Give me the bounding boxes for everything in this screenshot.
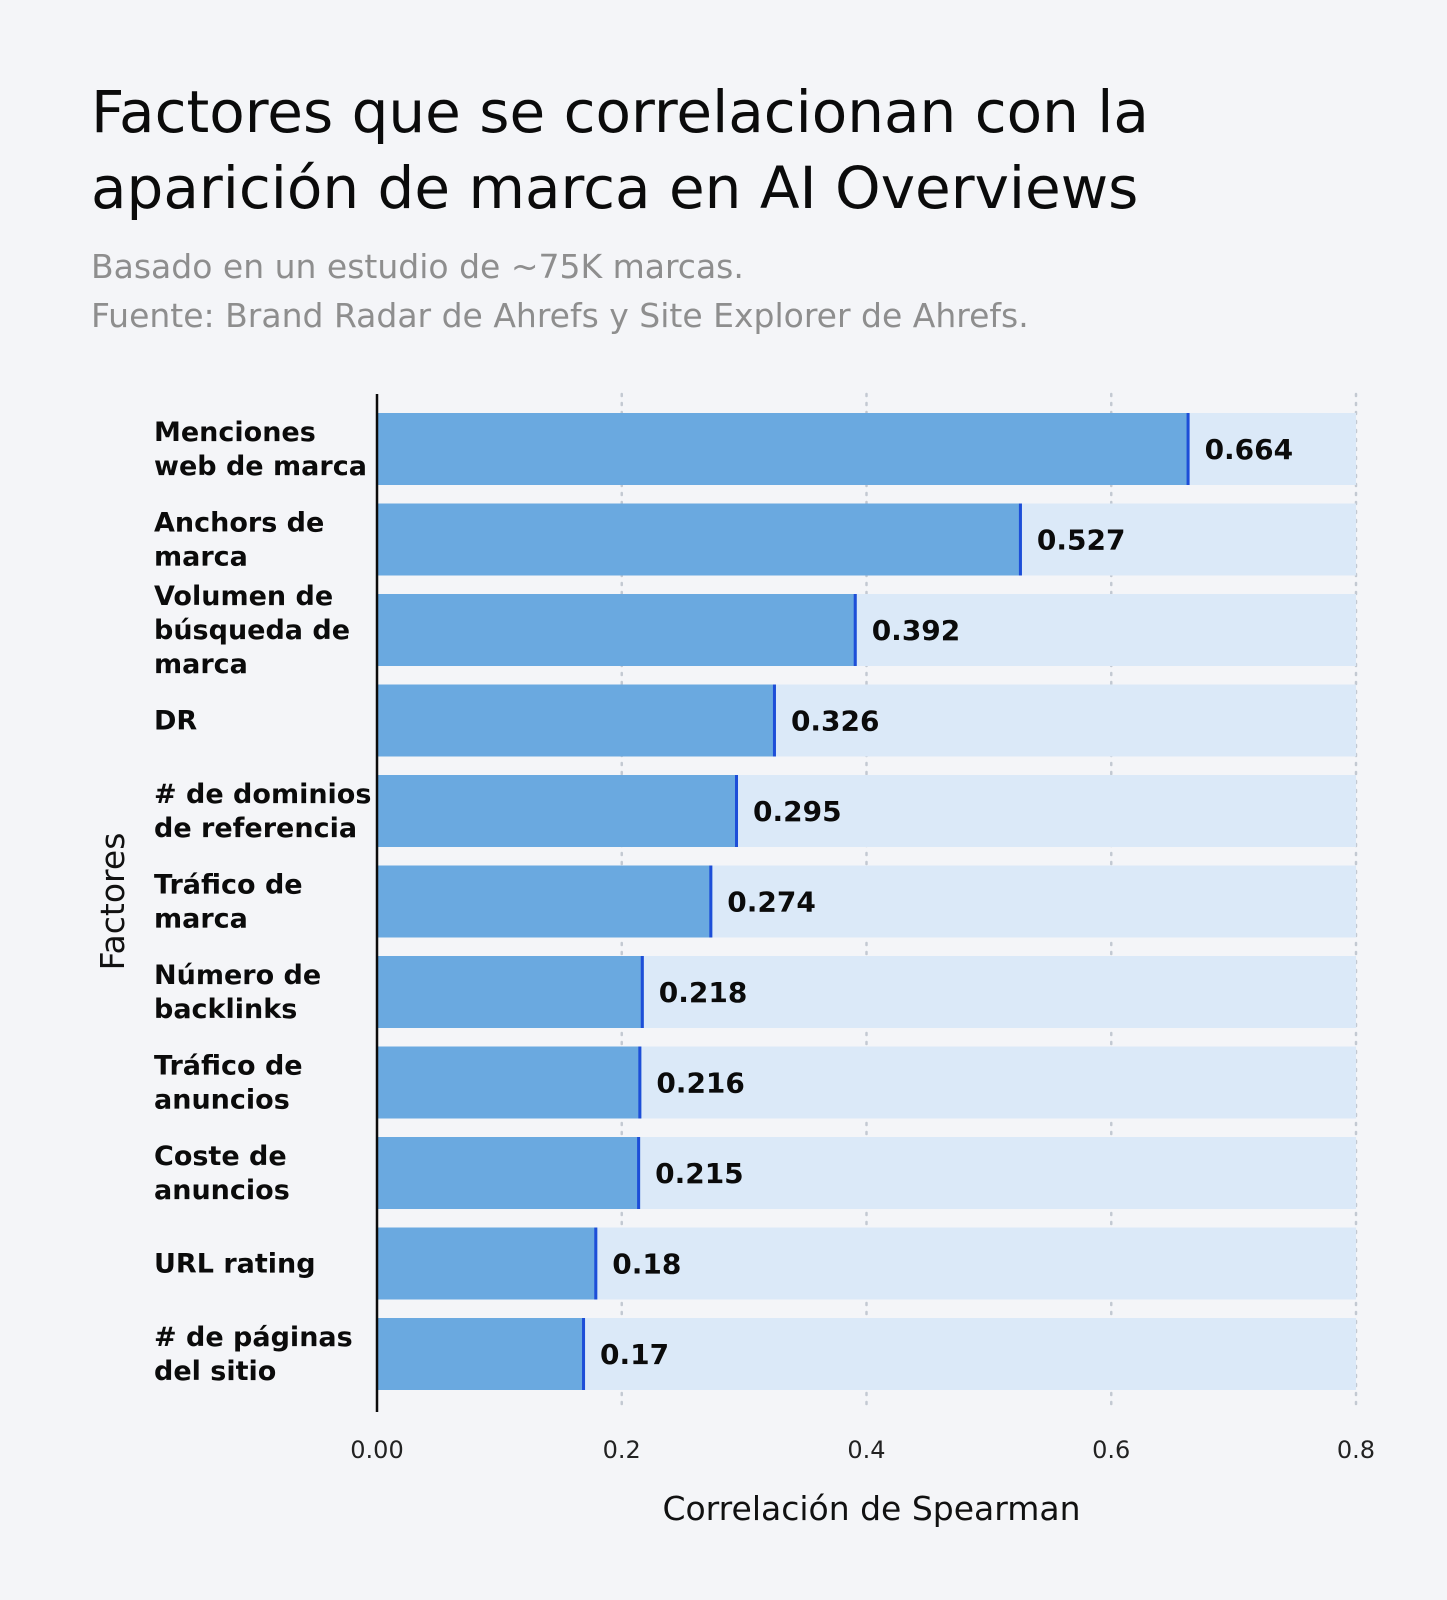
bar-end-marker (735, 775, 739, 847)
category-label-line: marca (154, 904, 248, 935)
x-axis-title: Correlación de Spearman (662, 1489, 1080, 1528)
bars: 0.664 0.527 0.392 0.326 0.295 0.274 0.218 0.216… (377, 413, 1356, 1390)
bar (377, 956, 644, 1028)
chart-title-line-2: aparición de marca en AI Overviews (91, 154, 1139, 222)
chart-subtitle-line-1: Basado en un estudio de ~75K marcas. (91, 247, 744, 286)
bar-end-marker (637, 1137, 641, 1209)
bar (377, 775, 739, 847)
category-label: # de páginas del sitio (154, 1322, 353, 1387)
bar (377, 865, 713, 938)
data-label: 0.664 (1205, 433, 1294, 466)
data-label: 0.392 (872, 614, 961, 647)
bar (377, 503, 1022, 576)
category-label: Tráfico de anuncios (154, 1051, 303, 1116)
category-label: URL rating (154, 1249, 316, 1280)
data-label: 0.18 (612, 1248, 681, 1281)
bar-end-marker (709, 865, 713, 938)
category-label-line: Volumen de (154, 581, 333, 612)
bar (377, 1318, 586, 1390)
category-label-line: # de páginas (154, 1322, 353, 1353)
bar (377, 1227, 598, 1300)
category-label-line: Menciones (154, 417, 316, 448)
data-label: 0.218 (659, 976, 748, 1009)
x-tick-label: 0.2 (603, 1436, 641, 1464)
data-label: 0.274 (727, 886, 816, 919)
data-label: 0.527 (1037, 524, 1126, 557)
category-label-line: marca (154, 649, 248, 680)
category-label-line: anuncios (154, 1085, 290, 1116)
x-tick-label: 0.4 (847, 1436, 885, 1464)
category-label-line: Anchors de (154, 508, 324, 539)
category-label-line: DR (154, 706, 197, 737)
category-label: Volumen de búsqueda de marca (154, 581, 350, 680)
bar-end-marker (1018, 503, 1022, 576)
category-label: Coste de anuncios (154, 1141, 290, 1206)
category-label-line: Tráfico de (154, 870, 303, 901)
category-label-line: # de dominios (154, 779, 371, 810)
category-label-line: web de marca (154, 451, 367, 482)
data-label: 0.216 (656, 1067, 745, 1100)
category-label-line: Número de (154, 960, 321, 991)
category-label: Anchors de marca (154, 508, 324, 573)
x-tick-label: 0.6 (1092, 1436, 1130, 1464)
category-label-line: marca (154, 542, 248, 573)
bar (377, 1137, 641, 1209)
x-axis-ticks: 0.00 0.2 0.4 0.6 0.8 (350, 1436, 1375, 1464)
category-label-line: Tráfico de (154, 1051, 303, 1082)
x-tick-label: 0.00 (350, 1436, 403, 1464)
chart-subtitle-line-2: Fuente: Brand Radar de Ahrefs y Site Exp… (91, 296, 1029, 335)
bar-end-marker (582, 1318, 586, 1390)
bar-end-marker (594, 1227, 598, 1300)
category-label-line: del sitio (154, 1356, 276, 1387)
category-label: Tráfico de marca (154, 870, 303, 935)
bar-end-marker (638, 1046, 642, 1119)
category-label: Número de backlinks (154, 960, 321, 1025)
bar (377, 684, 776, 757)
category-label-line: anuncios (154, 1175, 290, 1206)
x-tick-label: 0.8 (1337, 1436, 1375, 1464)
bar (377, 413, 1190, 485)
data-label: 0.17 (600, 1338, 669, 1371)
data-label: 0.326 (791, 705, 880, 738)
bar (377, 1046, 642, 1119)
category-label: # de dominios de referencia (154, 779, 371, 844)
category-label-line: URL rating (154, 1249, 316, 1280)
bar-end-marker (640, 956, 644, 1028)
data-label: 0.295 (753, 795, 842, 828)
category-label: DR (154, 706, 197, 737)
bar-end-marker (772, 684, 776, 757)
category-label-line: Coste de (154, 1141, 287, 1172)
y-axis-title: Factores (93, 833, 132, 971)
category-label-line: backlinks (154, 994, 297, 1025)
chart-title: Factores que se correlacionan con la apa… (91, 74, 1391, 226)
category-label-line: búsqueda de (154, 615, 350, 646)
data-label: 0.215 (655, 1157, 744, 1190)
chart-title-line-1: Factores que se correlacionan con la (91, 78, 1149, 146)
bar-end-marker (1186, 413, 1190, 485)
bar (377, 594, 857, 666)
bar-end-marker (853, 594, 857, 666)
category-label-line: de referencia (154, 813, 357, 844)
chart-subtitle: Basado en un estudio de ~75K marcas. Fue… (91, 242, 1391, 340)
category-label: Menciones web de marca (154, 417, 367, 482)
